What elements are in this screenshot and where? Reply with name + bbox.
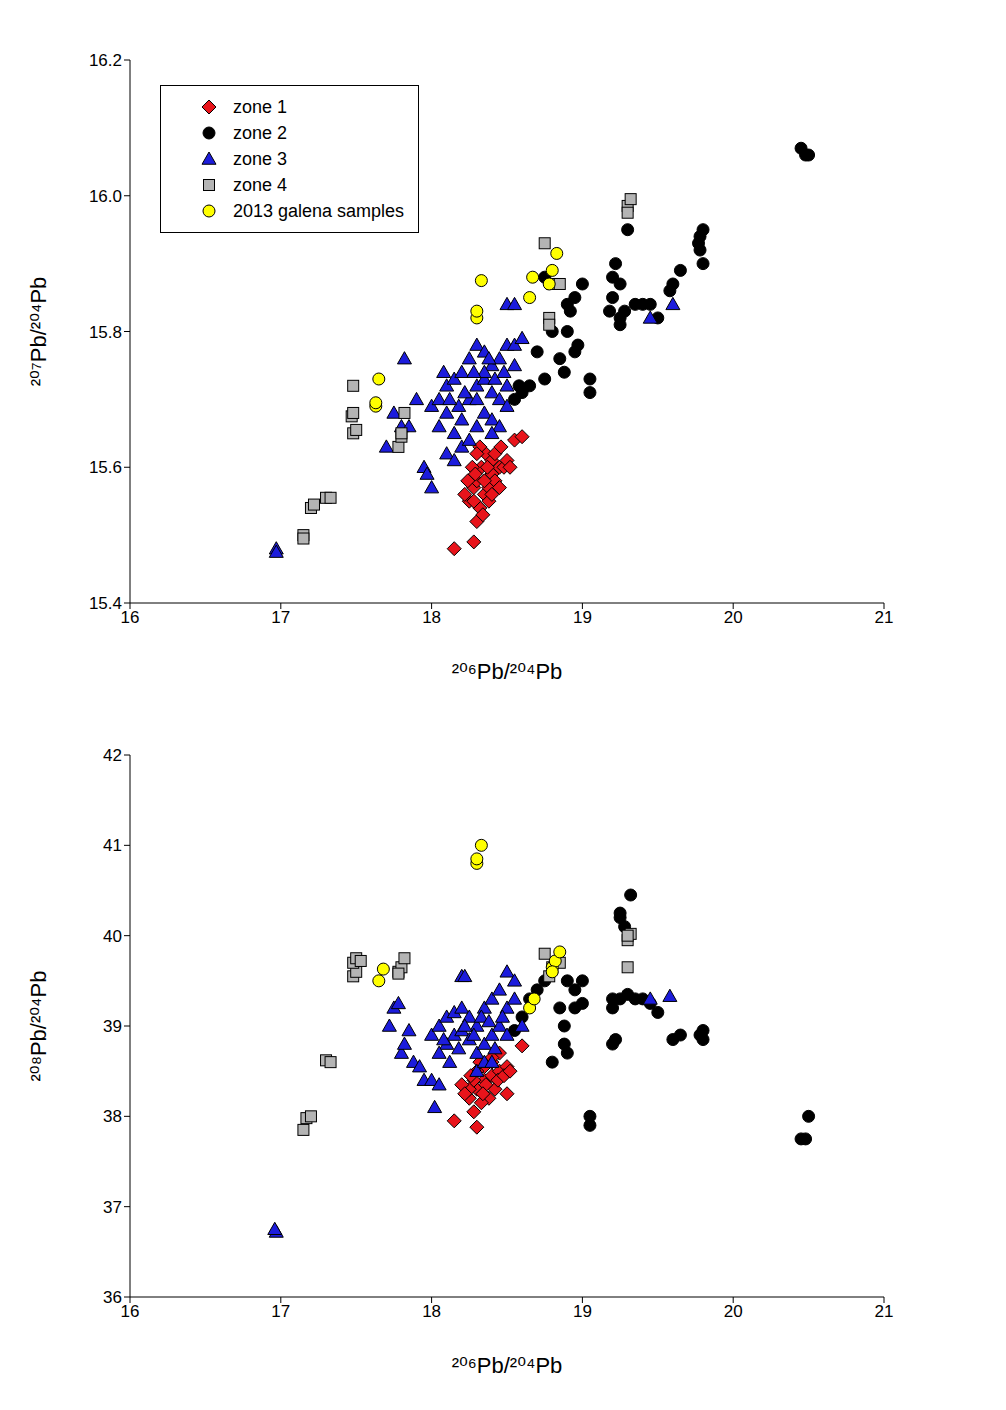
svg-text:16.0: 16.0 bbox=[89, 187, 122, 206]
svg-text:16.2: 16.2 bbox=[89, 51, 122, 70]
svg-text:42: 42 bbox=[103, 746, 122, 765]
html-text:zone 4: zone 4 bbox=[233, 175, 287, 195]
svg-text:²⁰⁶Pb/²⁰⁴Pb: ²⁰⁶Pb/²⁰⁴Pb bbox=[452, 659, 563, 684]
html-text:zone 3: zone 3 bbox=[233, 149, 287, 169]
svg-text:17: 17 bbox=[271, 1302, 290, 1321]
svg-text:41: 41 bbox=[103, 836, 122, 855]
svg-text:21: 21 bbox=[875, 1302, 894, 1321]
svg-text:18: 18 bbox=[422, 608, 441, 627]
svg-text:17: 17 bbox=[271, 608, 290, 627]
svg-text:16: 16 bbox=[121, 608, 140, 627]
svg-text:37: 37 bbox=[103, 1198, 122, 1217]
html-text:2013 galena samples: 2013 galena samples bbox=[233, 201, 405, 221]
svg-text:15.6: 15.6 bbox=[89, 458, 122, 477]
svg-text:18: 18 bbox=[422, 1302, 441, 1321]
svg-text:²⁰⁷Pb/²⁰⁴Pb: ²⁰⁷Pb/²⁰⁴Pb bbox=[26, 277, 51, 387]
html-text:zone 1: zone 1 bbox=[233, 97, 287, 117]
svg-text:19: 19 bbox=[573, 1302, 592, 1321]
svg-text:²⁰⁶Pb/²⁰⁴Pb: ²⁰⁶Pb/²⁰⁴Pb bbox=[452, 1353, 563, 1378]
svg-text:15.4: 15.4 bbox=[89, 594, 122, 613]
svg-text:20: 20 bbox=[724, 608, 743, 627]
svg-text:36: 36 bbox=[103, 1288, 122, 1307]
svg-text:21: 21 bbox=[875, 608, 894, 627]
svg-text:40: 40 bbox=[103, 927, 122, 946]
svg-text:39: 39 bbox=[103, 1017, 122, 1036]
svg-text:20: 20 bbox=[724, 1302, 743, 1321]
svg-text:16: 16 bbox=[121, 1302, 140, 1321]
svg-text:38: 38 bbox=[103, 1107, 122, 1126]
svg-text:15.8: 15.8 bbox=[89, 323, 122, 342]
html-text:zone 2: zone 2 bbox=[233, 123, 287, 143]
svg-text:19: 19 bbox=[573, 608, 592, 627]
svg-text:²⁰⁸Pb/²⁰⁴Pb: ²⁰⁸Pb/²⁰⁴Pb bbox=[26, 971, 51, 1082]
